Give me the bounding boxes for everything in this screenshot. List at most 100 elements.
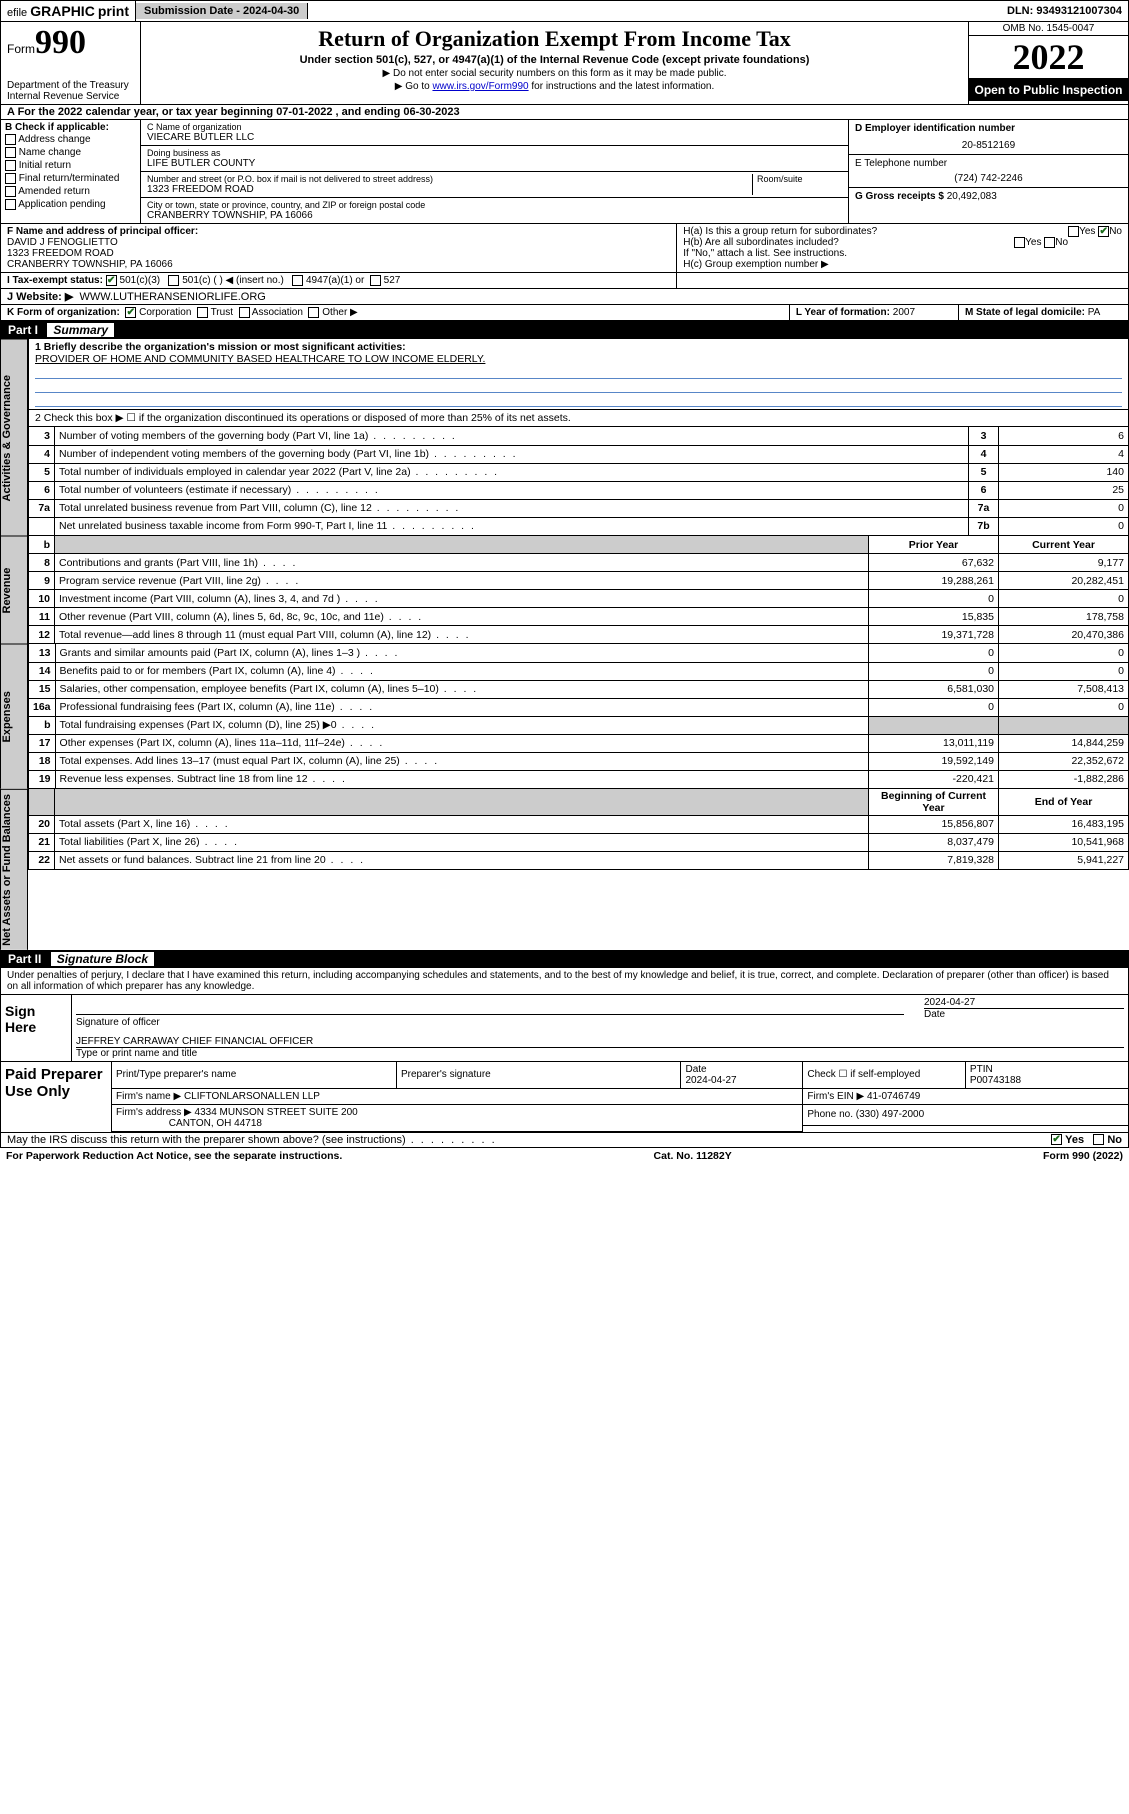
- exp-line-4: b Total fundraising expenses (Part IX, c…: [29, 716, 1129, 734]
- chk-application-pending[interactable]: Application pending: [5, 198, 136, 211]
- row-j-website: J Website: ▶ WWW.LUTHERANSENIORLIFE.ORG: [0, 289, 1129, 305]
- chk-initial-return[interactable]: Initial return: [5, 159, 136, 172]
- room-label: Room/suite: [757, 174, 842, 184]
- net-line-2: 22 Net assets or fund balances. Subtract…: [29, 851, 1129, 869]
- f-addr1: 1323 FREEDOM ROAD: [7, 248, 670, 259]
- gov-val: 25: [999, 481, 1129, 499]
- penalty-statement: Under penalties of perjury, I declare th…: [0, 968, 1129, 995]
- exp-num: 13: [29, 644, 56, 662]
- chk-name-change[interactable]: Name change: [5, 146, 136, 159]
- gov-box: 4: [969, 445, 999, 463]
- rev-prior: 67,632: [869, 554, 999, 572]
- part-1-title: Summary: [47, 323, 114, 337]
- chk-amended-return[interactable]: Amended return: [5, 185, 136, 198]
- gov-num: 4: [29, 445, 55, 463]
- chk-4947[interactable]: [292, 275, 303, 286]
- j-value: WWW.LUTHERANSENIORLIFE.ORG: [79, 291, 265, 303]
- form-number: 990: [35, 24, 86, 61]
- paid-preparer-label: Paid Preparer Use Only: [1, 1062, 111, 1132]
- street-value: 1323 FREEDOM ROAD: [147, 184, 752, 195]
- rev-desc: Contributions and grants (Part VIII, lin…: [55, 554, 869, 572]
- rev-desc: Total revenue—add lines 8 through 11 (mu…: [55, 626, 869, 644]
- exp-num: 15: [29, 680, 56, 698]
- hb-yes-checkbox[interactable]: [1014, 237, 1025, 248]
- rev-line-0: 8 Contributions and grants (Part VIII, l…: [29, 554, 1129, 572]
- cell-m-state: M State of legal domicile: PA: [959, 305, 1128, 320]
- part-1-label: Part I: [8, 323, 38, 337]
- form-note-2: ▶ Go to www.irs.gov/Form990 for instruct…: [147, 81, 962, 92]
- vlabel-expenses: Expenses: [0, 644, 28, 789]
- may-yes-checkbox[interactable]: [1051, 1134, 1062, 1145]
- rev-desc: Investment income (Part VIII, column (A)…: [55, 590, 869, 608]
- gov-line-1: 4 Number of independent voting members o…: [29, 445, 1129, 463]
- hb-no-checkbox[interactable]: [1044, 237, 1055, 248]
- e-label: E Telephone number: [855, 158, 1122, 169]
- col-b-check: B Check if applicable: Address change Na…: [1, 120, 141, 223]
- officer-signature-line[interactable]: [76, 999, 904, 1015]
- rev-desc: Program service revenue (Part VIII, line…: [55, 572, 869, 590]
- cell-city: City or town, state or province, country…: [141, 198, 848, 223]
- k-label: K Form of organization:: [7, 307, 120, 318]
- gov-num: [29, 517, 55, 535]
- header-mid: Return of Organization Exempt From Incom…: [141, 22, 968, 104]
- net-current: 10,541,968: [999, 833, 1129, 851]
- chk-address-change[interactable]: Address change: [5, 133, 136, 146]
- prep-blank: [803, 1125, 1128, 1131]
- name-title-label: Type or print name and title: [76, 1048, 1124, 1059]
- ha-no-checkbox[interactable]: [1098, 226, 1109, 237]
- mission-text: PROVIDER OF HOME AND COMMUNITY BASED HEA…: [35, 353, 1122, 365]
- net-current: 16,483,195: [999, 815, 1129, 833]
- net-prior: 7,819,328: [869, 851, 999, 869]
- exp-prior: -220,421: [869, 770, 999, 788]
- f-label: F Name and address of principal officer:: [7, 226, 670, 237]
- net-num: 20: [29, 815, 55, 833]
- firm-phone-cell: Phone no. (330) 497-2000: [803, 1104, 1128, 1125]
- open-to-public: Open to Public Inspection: [969, 79, 1128, 101]
- chk-527[interactable]: [370, 275, 381, 286]
- rev-prior: 19,288,261: [869, 572, 999, 590]
- gov-desc: Total number of volunteers (estimate if …: [55, 481, 969, 499]
- chk-final-return[interactable]: Final return/terminated: [5, 172, 136, 185]
- dba-value: LIFE BUTLER COUNTY: [147, 158, 842, 169]
- chk-corporation[interactable]: [125, 307, 136, 318]
- chk-other[interactable]: [308, 307, 319, 318]
- cell-ein: D Employer identification number 20-8512…: [849, 120, 1128, 155]
- may-no-checkbox[interactable]: [1093, 1134, 1104, 1145]
- g-value: 20,492,083: [947, 191, 997, 202]
- hdr-blank: [55, 536, 869, 554]
- efile-graphic: GRAPHIC: [30, 3, 95, 19]
- cell-k-org-form: K Form of organization: Corporation Trus…: [1, 305, 790, 320]
- firm-addr-cell: Firm's address ▶ 4334 MUNSON STREET SUIT…: [112, 1104, 803, 1131]
- chk-trust[interactable]: [197, 307, 208, 318]
- cell-l-year: L Year of formation: 2007: [790, 305, 959, 320]
- net-line-0: 20 Total assets (Part X, line 16) 15,856…: [29, 815, 1129, 833]
- mission-blank-1: [35, 365, 1122, 379]
- form-footer: For Paperwork Reduction Act Notice, see …: [0, 1148, 1129, 1164]
- hdr-current: Current Year: [999, 536, 1129, 554]
- sign-here-label: Sign Here: [1, 995, 71, 1061]
- line-2: 2 Check this box ▶ ☐ if the organization…: [28, 410, 1129, 427]
- chk-501c3[interactable]: [106, 275, 117, 286]
- city-label: City or town, state or province, country…: [147, 200, 842, 210]
- header-left: Form990 Department of the Treasury Inter…: [1, 22, 141, 104]
- ha-yes-checkbox[interactable]: [1068, 226, 1079, 237]
- gov-num: 5: [29, 463, 55, 481]
- gov-box: 6: [969, 481, 999, 499]
- efile-print[interactable]: print: [98, 3, 129, 19]
- form990-link[interactable]: www.irs.gov/Form990: [432, 81, 528, 92]
- gov-desc: Total unrelated business revenue from Pa…: [55, 499, 969, 517]
- gov-desc: Total number of individuals employed in …: [55, 463, 969, 481]
- chk-association[interactable]: [239, 307, 250, 318]
- exp-current: 14,844,259: [999, 734, 1129, 752]
- ha-row: H(a) Is this a group return for subordin…: [683, 226, 1122, 237]
- exp-prior: [869, 716, 999, 734]
- net-desc: Total liabilities (Part X, line 26): [55, 833, 869, 851]
- exp-desc: Other expenses (Part IX, column (A), lin…: [55, 734, 868, 752]
- prep-self-emp[interactable]: Check ☐ if self-employed: [803, 1062, 966, 1089]
- nethdr-blank2: [55, 789, 869, 816]
- exp-desc: Benefits paid to or for members (Part IX…: [55, 662, 868, 680]
- sig-of-officer-label: Signature of officer: [76, 1017, 904, 1028]
- exp-num: 16a: [29, 698, 56, 716]
- chk-501c[interactable]: [168, 275, 179, 286]
- prep-h1: Print/Type preparer's name: [112, 1062, 396, 1089]
